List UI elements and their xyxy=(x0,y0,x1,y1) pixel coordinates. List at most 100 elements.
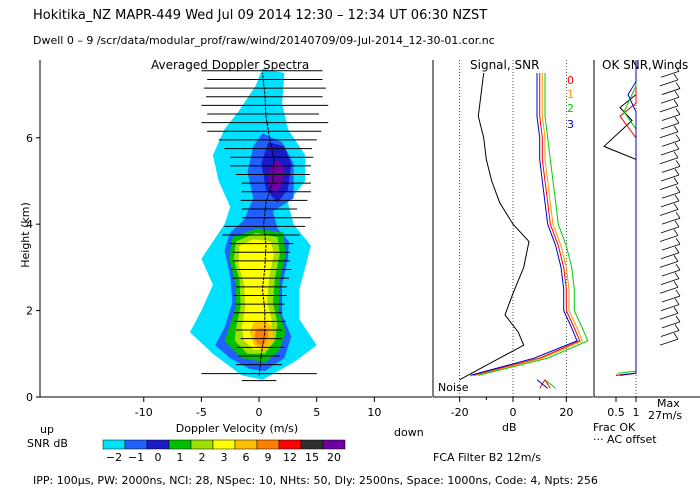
spectra-x-tick-label: -10 xyxy=(135,406,153,419)
signal-noise-marker xyxy=(536,379,548,389)
snr-colorbar-label: 6 xyxy=(243,451,250,464)
header-file-path: Dwell 0 – 9 /scr/data/modular_prof/raw/w… xyxy=(33,34,495,47)
wind-barb xyxy=(661,243,681,251)
wind-barb xyxy=(660,70,680,78)
spectra-y-tick-label: 2 xyxy=(26,305,33,318)
wind-barb-feather xyxy=(673,307,679,314)
signal-x-tick-label: -20 xyxy=(451,406,469,419)
wind-barb-feather xyxy=(675,211,681,219)
snr-colorbar-swatch xyxy=(256,439,280,450)
snr-colorbar-swatch xyxy=(322,439,346,450)
wind-barb-feather xyxy=(675,289,681,297)
signal-noise-marker xyxy=(544,379,556,389)
wind-barb xyxy=(660,330,680,337)
wind-barb xyxy=(661,88,681,95)
snr-colorbar-label: 0 xyxy=(155,451,162,464)
snr-colorbar-label: 9 xyxy=(265,451,272,464)
ok-x-tick-label: 0.5 xyxy=(607,406,625,419)
spectra-contour-snr-9 xyxy=(254,327,269,346)
snr-colorbar-label: 2 xyxy=(199,451,206,464)
wind-barb-feather xyxy=(673,99,679,107)
signal-xlabel: dB xyxy=(502,421,517,434)
wind-barb-feather xyxy=(675,263,681,271)
snr-colorbar-label: 3 xyxy=(221,451,228,464)
snr-db-label: SNR dB xyxy=(27,437,68,450)
spectra-y-tick-label: 0 xyxy=(26,391,33,404)
snr-colorbar-swatch xyxy=(234,439,258,450)
snr-colorbar-swatch xyxy=(278,439,302,450)
spectra-x-axis-label: Doppler Velocity (m/s) xyxy=(176,422,298,435)
signal-series-signal xyxy=(459,72,530,381)
wind-barb xyxy=(659,312,679,320)
snr-colorbar-swatch xyxy=(300,439,324,450)
wind-barb-feather xyxy=(675,315,681,323)
signal-series-0 xyxy=(472,73,581,376)
ok-panel-title: OK SNR,Winds xyxy=(602,58,689,72)
wind-barb xyxy=(661,269,681,277)
wind-barb-feather xyxy=(673,332,679,340)
signal-series-3 xyxy=(470,73,578,376)
snr-colorbar-swatch xyxy=(124,439,148,450)
snr-colorbar-label: 1 xyxy=(177,451,184,464)
wind-barb xyxy=(659,131,679,139)
spectra-y-tick-label: 6 xyxy=(26,132,33,145)
wind-barb xyxy=(659,209,679,216)
snr-colorbar-label: −1 xyxy=(128,451,144,464)
wind-barb xyxy=(659,105,679,113)
snr-colorbar-label: 15 xyxy=(305,451,319,464)
wind-barb-feather xyxy=(675,237,681,245)
wind-barb xyxy=(660,148,680,156)
wind-barb-feather xyxy=(674,272,680,279)
signal-x-tick-label: 20 xyxy=(559,406,573,419)
wind-barb-feather xyxy=(674,116,680,124)
wind-barb-feather xyxy=(673,73,679,81)
footer-parameters: IPP: 100µs, PW: 2000ns, NCI: 28, NSpec: … xyxy=(33,474,598,487)
spectra-x-tick-label: 0 xyxy=(256,406,263,419)
noise-label: Noise xyxy=(438,381,469,394)
snr-colorbar-swatch xyxy=(146,439,170,450)
wind-barb-feather xyxy=(675,108,681,115)
wind-barb xyxy=(661,191,681,199)
wind-barb-feather xyxy=(675,82,681,89)
signal-noise-marker xyxy=(539,378,551,389)
frac-ok-label: Frac OK xyxy=(593,421,636,434)
spectra-y-axis-label: Height (km) xyxy=(19,202,32,268)
wind-barb xyxy=(660,200,680,208)
wind-barb-feather xyxy=(674,220,680,228)
spectra-x-tick-label: 10 xyxy=(367,406,381,419)
wind-barb-feather xyxy=(674,142,680,150)
header-title: Hokitika_NZ MAPR-449 Wed Jul 09 2014 12:… xyxy=(33,8,488,23)
ok-x-tick-label: 1 xyxy=(633,406,640,419)
wind-barb xyxy=(661,321,681,329)
wind-barb xyxy=(660,226,680,234)
wind-barb xyxy=(660,304,680,311)
wind-barb xyxy=(660,278,680,286)
wind-barb xyxy=(661,217,681,225)
wind-barb-feather xyxy=(674,298,680,305)
wind-barb-feather xyxy=(674,324,680,331)
snr-colorbar-swatch xyxy=(168,439,192,450)
wind-barb-feather xyxy=(674,65,680,72)
wind-barb xyxy=(659,157,679,165)
max-label: Max xyxy=(657,397,680,410)
snr-colorbar-label: −2 xyxy=(106,451,122,464)
wind-barb xyxy=(659,235,679,242)
wind-barb-feather xyxy=(674,90,680,98)
wind-barb-feather xyxy=(673,203,679,210)
wind-barb xyxy=(659,338,679,346)
wind-barb-feather xyxy=(673,151,679,158)
signal-x-tick-label: 0 xyxy=(510,406,517,419)
max-value: 27m/s xyxy=(648,409,683,422)
wind-barb-feather xyxy=(675,186,681,193)
wind-barb xyxy=(659,286,679,294)
wind-barb xyxy=(659,183,679,190)
spectra-x-tick-label: -5 xyxy=(196,406,207,419)
legend-channel-1: 1 xyxy=(567,88,574,101)
wind-barb-feather xyxy=(673,125,679,132)
snr-colorbar-swatch xyxy=(212,439,236,450)
up-label: up xyxy=(40,423,54,436)
wind-barb xyxy=(660,252,680,260)
wind-barb-feather xyxy=(673,281,679,288)
wind-barb-feather xyxy=(675,134,681,141)
